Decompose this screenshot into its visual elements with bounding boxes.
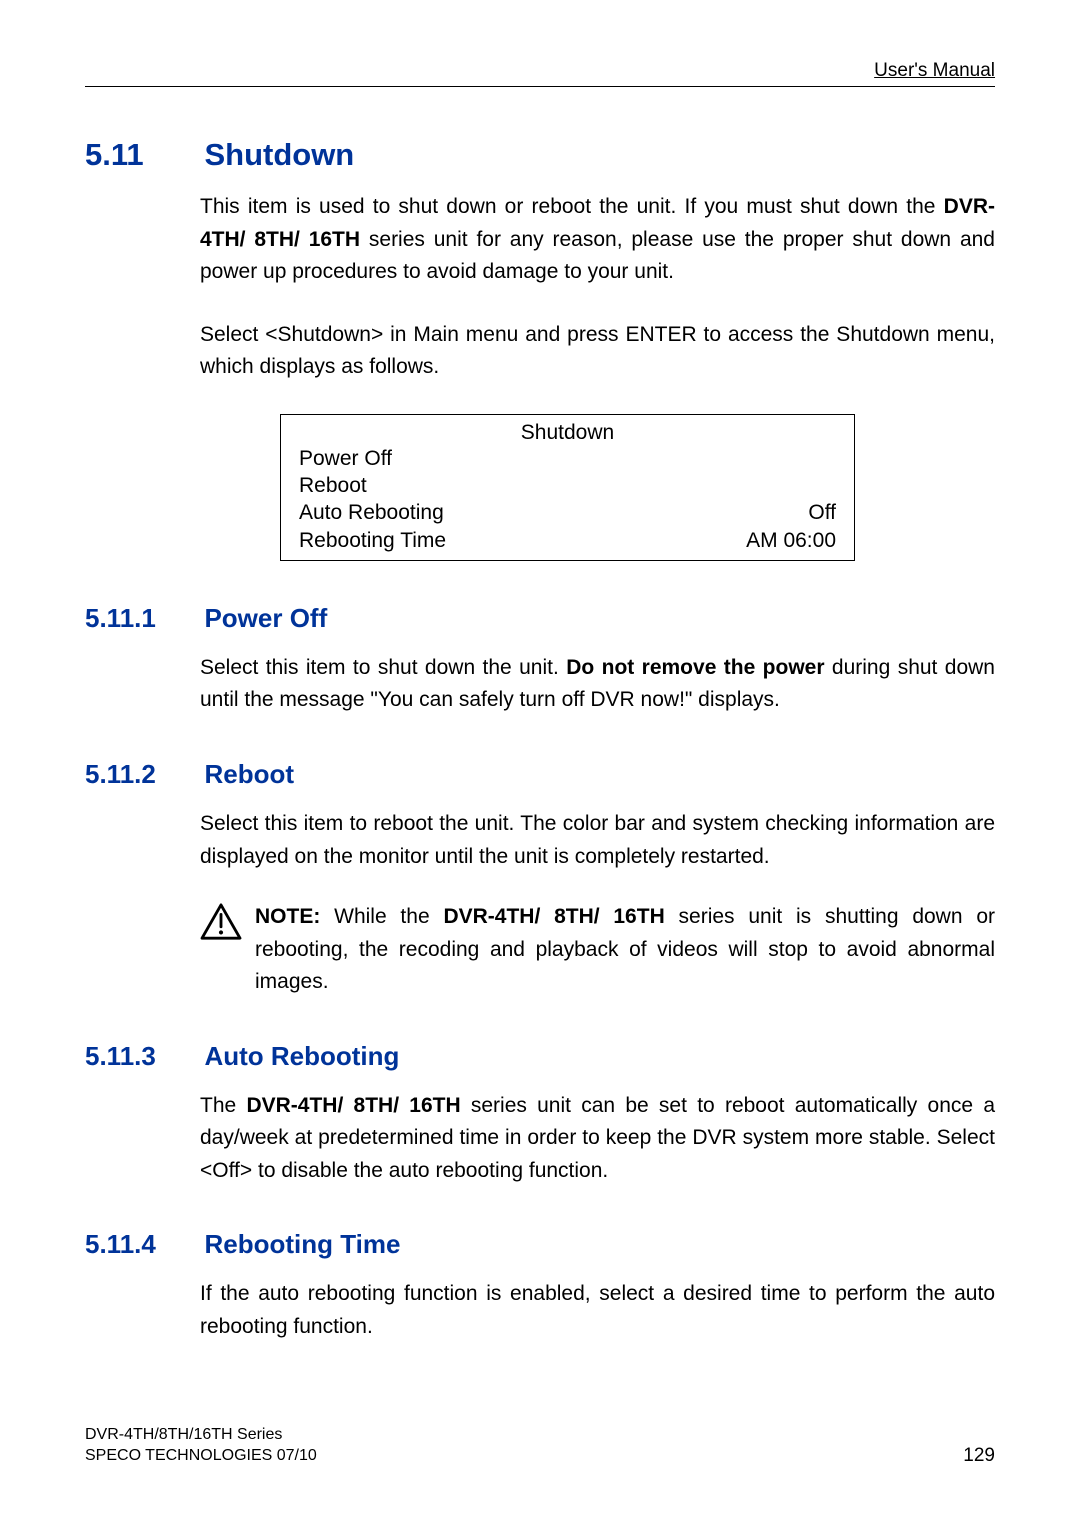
section-5-11-p2: Select <Shutdown> in Main menu and press… bbox=[200, 319, 995, 384]
text: While the bbox=[320, 905, 443, 928]
menu-item-label: Reboot bbox=[299, 472, 367, 499]
note-block: NOTE: While the DVR-4TH/ 8TH/ 16TH serie… bbox=[200, 901, 995, 999]
shutdown-menu-box: Shutdown Power Off Reboot Auto Rebooting… bbox=[280, 414, 855, 561]
subsection-number: 5.11.4 bbox=[85, 1229, 200, 1260]
menu-item-label: Auto Rebooting bbox=[299, 499, 444, 526]
menu-row: Reboot bbox=[281, 472, 854, 499]
section-5-11-4-heading: 5.11.4 Rebooting Time bbox=[85, 1229, 995, 1260]
bold-text: Do not remove the power bbox=[566, 656, 824, 679]
warning-icon bbox=[200, 901, 255, 946]
page-footer: DVR-4TH/8TH/16TH Series SPECO TECHNOLOGI… bbox=[85, 1424, 995, 1467]
note-label: NOTE: bbox=[255, 905, 320, 928]
menu-item-value: AM 06:00 bbox=[746, 527, 836, 554]
text: This item is used to shut down or reboot… bbox=[200, 195, 944, 218]
text: If the auto rebooting function is enable… bbox=[200, 1282, 995, 1338]
subsection-number: 5.11.1 bbox=[85, 603, 200, 634]
section-title: Shutdown bbox=[204, 137, 354, 173]
section-5-11-3-heading: 5.11.3 Auto Rebooting bbox=[85, 1041, 995, 1072]
section-number: 5.11 bbox=[85, 137, 200, 173]
section-5-11-heading: 5.11 Shutdown bbox=[85, 137, 995, 173]
subsection-title: Auto Rebooting bbox=[204, 1041, 399, 1072]
menu-title: Shutdown bbox=[281, 421, 854, 445]
section-5-11-4-p: If the auto rebooting function is enable… bbox=[200, 1278, 995, 1343]
footer-left: DVR-4TH/8TH/16TH Series SPECO TECHNOLOGI… bbox=[85, 1424, 317, 1467]
footer-company: SPECO TECHNOLOGIES 07/10 bbox=[85, 1445, 317, 1467]
section-5-11-3-p: The DVR-4TH/ 8TH/ 16TH series unit can b… bbox=[200, 1090, 995, 1188]
text: Select this item to shut down the unit. bbox=[200, 656, 566, 679]
product-name: DVR-4TH/ 8TH/ 16TH bbox=[246, 1094, 460, 1117]
menu-row: Auto Rebooting Off bbox=[281, 499, 854, 526]
subsection-title: Power Off bbox=[204, 603, 327, 634]
page-number: 129 bbox=[963, 1445, 995, 1467]
text: Select this item to reboot the unit. The… bbox=[200, 812, 995, 868]
subsection-number: 5.11.3 bbox=[85, 1041, 200, 1072]
section-5-11-2-heading: 5.11.2 Reboot bbox=[85, 759, 995, 790]
menu-item-label: Rebooting Time bbox=[299, 527, 446, 554]
section-5-11-2-p: Select this item to reboot the unit. The… bbox=[200, 808, 995, 873]
subsection-title: Rebooting Time bbox=[204, 1229, 400, 1260]
header-label: User's Manual bbox=[874, 60, 995, 81]
subsection-number: 5.11.2 bbox=[85, 759, 200, 790]
menu-item-value: Off bbox=[808, 499, 836, 526]
page-content: User's Manual 5.11 Shutdown This item is… bbox=[85, 60, 995, 1343]
page-header: User's Manual bbox=[85, 60, 995, 87]
footer-series: DVR-4TH/8TH/16TH Series bbox=[85, 1424, 317, 1446]
menu-row: Power Off bbox=[281, 445, 854, 472]
section-5-11-1-heading: 5.11.1 Power Off bbox=[85, 603, 995, 634]
menu-row: Rebooting Time AM 06:00 bbox=[281, 527, 854, 554]
menu-item-label: Power Off bbox=[299, 445, 392, 472]
subsection-title: Reboot bbox=[204, 759, 294, 790]
note-text: NOTE: While the DVR-4TH/ 8TH/ 16TH serie… bbox=[255, 901, 995, 999]
product-name: DVR-4TH/ 8TH/ 16TH bbox=[443, 905, 664, 928]
text: Select <Shutdown> in Main menu and press… bbox=[200, 323, 995, 379]
section-5-11-1-p: Select this item to shut down the unit. … bbox=[200, 652, 995, 717]
text: The bbox=[200, 1094, 246, 1117]
section-5-11-p1: This item is used to shut down or reboot… bbox=[200, 191, 995, 289]
